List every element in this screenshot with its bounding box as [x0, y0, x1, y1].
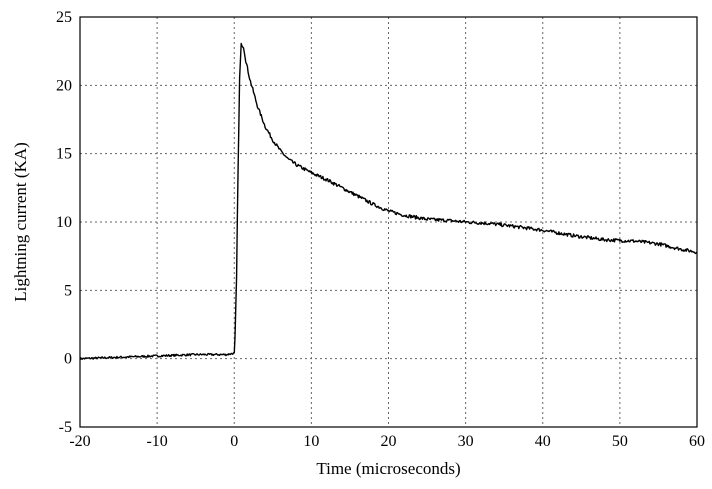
- y-tick-label: 5: [64, 282, 72, 299]
- plot-frame: [79, 16, 698, 428]
- y-axis-title: Lightning current (KA): [11, 142, 30, 302]
- x-tick-labels: -20 -10 0 10 20 30 40 50 60: [69, 433, 705, 450]
- y-tick-label: 25: [56, 9, 72, 26]
- x-axis-title: Time (microseconds): [316, 459, 460, 478]
- x-tick-label: 20: [381, 433, 397, 450]
- x-tick-label: 0: [230, 433, 238, 450]
- y-tick-label: 20: [56, 77, 72, 94]
- x-tick-label: 40: [535, 433, 551, 450]
- grid-lines: [80, 17, 697, 427]
- y-tick-label: -5: [59, 419, 72, 436]
- x-tick-label: 10: [303, 433, 319, 450]
- series-line: [79, 42, 698, 360]
- y-tick-label: 0: [64, 351, 72, 368]
- y-tick-labels: -5 0 5 10 15 20 25: [56, 9, 72, 436]
- x-tick-label: 50: [612, 433, 628, 450]
- x-tick-label: -10: [146, 433, 167, 450]
- y-tick-label: 15: [56, 146, 72, 163]
- x-tick-label: 60: [689, 433, 705, 450]
- y-tick-label: 10: [56, 214, 72, 231]
- x-tick-label: 30: [458, 433, 474, 450]
- x-tick-label: -20: [69, 433, 90, 450]
